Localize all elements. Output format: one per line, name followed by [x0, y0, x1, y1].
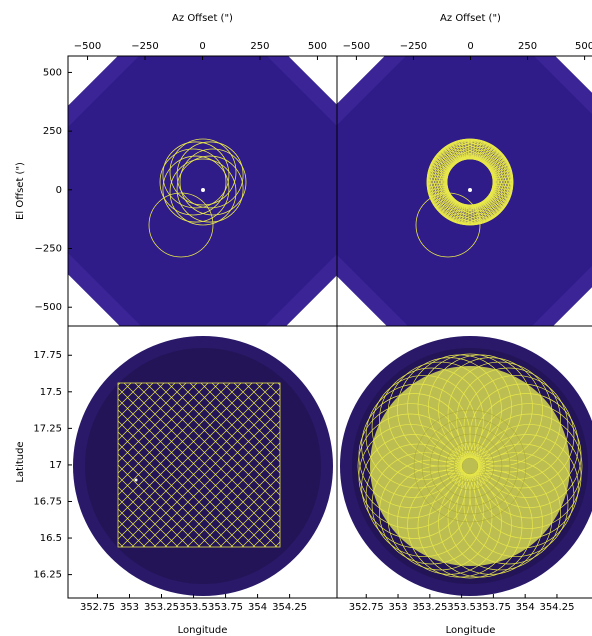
- panel-image: [340, 336, 592, 596]
- y-tick-label: 250: [43, 126, 62, 137]
- source: [201, 188, 205, 192]
- x-tick-label: 250: [250, 41, 269, 52]
- figure: −500 −250 0 250 500 Az Offset (") −500 −250 0 250…: [0, 0, 592, 636]
- scan-fill: [370, 366, 570, 566]
- y-tick-label: −250: [35, 244, 62, 255]
- y-tick-label: 17.5: [40, 387, 62, 398]
- x-tick-label: 354: [516, 602, 535, 613]
- x-tick-label: −500: [343, 41, 370, 52]
- x-tick-label: 353.25: [144, 602, 179, 613]
- x-tick-label: 250: [518, 41, 537, 52]
- x-tick-label: 353.75: [208, 602, 243, 613]
- y-tick-label: 16.25: [33, 570, 62, 581]
- y-tick-label: 500: [43, 67, 62, 78]
- source: [135, 479, 138, 482]
- x-tick-label: 352.75: [349, 602, 384, 613]
- x-tick-label: 500: [575, 41, 592, 52]
- x-tick-label: 354.25: [272, 602, 307, 613]
- x-tick-label: 352.75: [80, 602, 115, 613]
- y-tick-label: 16.5: [40, 533, 62, 544]
- x-tick-label: 353.5: [179, 602, 208, 613]
- y-tick-label: 17.25: [33, 423, 62, 434]
- x-tick-label: 353: [120, 602, 139, 613]
- source: [468, 188, 472, 192]
- y-axis-label: El Offset ("): [15, 162, 26, 220]
- x-tick-label: 354: [248, 602, 267, 613]
- x-axis-label: Longitude: [178, 625, 228, 636]
- y-axis-label: Latitude: [15, 441, 26, 482]
- x-tick-label: 500: [308, 41, 327, 52]
- x-axis-label: Az Offset ("): [440, 13, 501, 24]
- x-axis-label: Longitude: [446, 625, 496, 636]
- y-tick-label: 17.75: [33, 350, 62, 361]
- x-tick-label: 353.25: [412, 602, 447, 613]
- x-tick-label: −500: [74, 41, 101, 52]
- x-tick-label: 0: [199, 41, 205, 52]
- x-tick-label: 353.5: [447, 602, 476, 613]
- x-tick-label: 354.25: [539, 602, 574, 613]
- x-tick-label: −250: [400, 41, 427, 52]
- y-tick-label: −500: [35, 302, 62, 313]
- x-tick-label: 353: [388, 602, 407, 613]
- x-tick-label: 353.75: [476, 602, 511, 613]
- x-tick-label: −250: [131, 41, 158, 52]
- y-tick-label: 17: [49, 460, 62, 471]
- x-axis-label: Az Offset ("): [172, 13, 233, 24]
- y-tick-label: 16.75: [33, 496, 62, 507]
- y-tick-label: 0: [56, 185, 62, 196]
- x-tick-label: 0: [467, 41, 473, 52]
